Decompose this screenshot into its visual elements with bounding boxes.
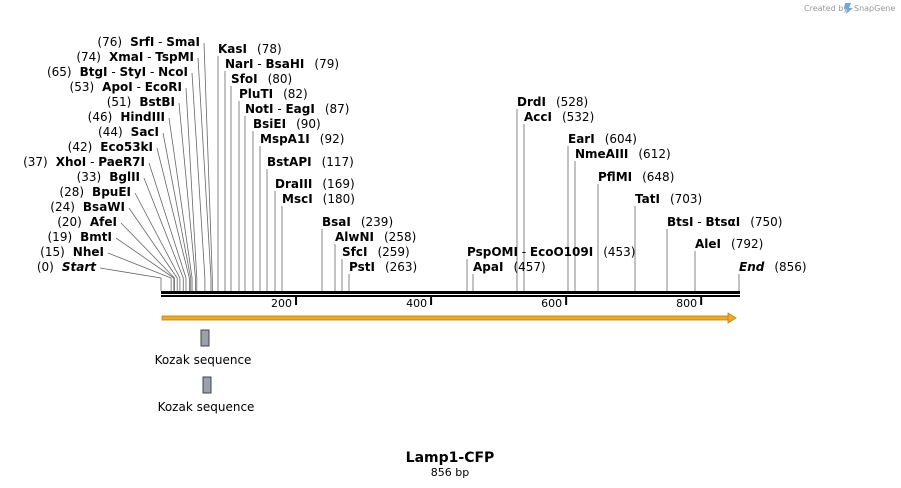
site-label[interactable]: DraIII (169) (275, 177, 355, 191)
ruler-tick-label: 400 (406, 297, 427, 310)
site-label[interactable]: BstAPI (117) (267, 155, 354, 169)
site-label[interactable]: ApaI (457) (473, 260, 546, 274)
site-label[interactable]: (74) XmaI - TspMI (76, 50, 194, 64)
site-label[interactable]: (37) XhoI - PaeR7I (23, 155, 145, 169)
site-label[interactable]: (46) HindIII (88, 110, 165, 124)
kozak-feature-label: Kozak sequence (155, 353, 252, 367)
features: Kozak sequence Kozak sequence (155, 329, 255, 414)
site-label-start[interactable]: (0) Start (37, 260, 97, 274)
site-leader-line (148, 162, 187, 291)
site-label-end[interactable]: End (856) (739, 260, 807, 274)
site-label[interactable]: BsiEI (90) (253, 117, 321, 131)
site-leader-line (107, 252, 172, 291)
map-length: 856 bp (431, 466, 469, 479)
restriction-site-labels: (76) SrfI - SmaI (74) XmaI - TspMI (65) Btg… (23, 35, 807, 274)
site-label[interactable]: (28) BpuEI (59, 185, 131, 199)
site-label[interactable]: (15) NheI (40, 245, 104, 259)
orf-arrow-body (161, 315, 731, 321)
site-label[interactable]: BtsI - BtsαI (750) (667, 215, 782, 229)
ruler-tick-label: 600 (541, 297, 562, 310)
site-label[interactable]: AleI (792) (695, 237, 763, 251)
site-leader-line (168, 117, 193, 291)
site-label[interactable]: PspOMI - EcoO109I (453) (467, 245, 635, 259)
site-label[interactable]: AccI (532) (524, 110, 594, 124)
site-label[interactable]: PluTI (82) (239, 87, 308, 101)
kozak-feature-box[interactable] (200, 329, 210, 347)
site-leader-line (143, 177, 184, 291)
site-leader-line (197, 57, 212, 291)
site-label[interactable]: (33) BglII (77, 170, 140, 184)
site-label[interactable]: (51) BstBI (107, 95, 175, 109)
ruler: 200 400 600 800 (271, 297, 703, 310)
site-label[interactable]: AlwNI (258) (335, 230, 416, 244)
orf-arrow[interactable] (161, 312, 737, 324)
site-label[interactable]: (76) SrfI - SmaI (97, 35, 200, 49)
orf-arrow-head (727, 312, 737, 324)
snapgene-logo-icon (844, 3, 853, 14)
site-label[interactable]: SfcI (259) (342, 245, 410, 259)
site-leader-lines (99, 42, 740, 291)
site-leader-line (156, 147, 190, 291)
site-label[interactable]: MscI (180) (282, 192, 355, 206)
site-label[interactable]: (53) ApoI - EcoRI (70, 80, 182, 94)
sequence-backbone-bottom (161, 295, 740, 297)
site-label[interactable]: NarI - BsaHI (79) (225, 57, 339, 71)
credit-prefix: Created by (804, 4, 848, 13)
site-label[interactable]: (20) AfeI (57, 215, 117, 229)
site-leader-line (185, 87, 198, 291)
site-leader-line (115, 237, 175, 291)
kozak-feature-label: Kozak sequence (158, 400, 255, 414)
sequence-backbone-top (161, 291, 740, 294)
site-label[interactable]: SfoI (80) (231, 72, 292, 86)
site-label[interactable]: (19) BmtI (48, 230, 113, 244)
credit-brand: SnapGene (854, 4, 895, 13)
site-label[interactable]: EarI (604) (568, 132, 637, 146)
kozak-feature-box[interactable] (202, 376, 212, 394)
site-label[interactable]: (65) BtgI - StyI - NcoI (47, 65, 188, 79)
site-label[interactable]: PstI (263) (349, 260, 417, 274)
site-label[interactable]: (42) Eco53kI (68, 140, 153, 154)
site-leader-line (203, 42, 213, 291)
ruler-tick-label: 200 (271, 297, 292, 310)
map-title: Lamp1-CFP (406, 450, 495, 466)
site-label[interactable]: TatI (703) (635, 192, 702, 206)
site-leader-line (178, 102, 196, 291)
site-label[interactable]: (24) BsaWI (50, 200, 125, 214)
site-label[interactable]: BsaI (239) (322, 215, 393, 229)
site-label[interactable]: MspA1I (92) (260, 132, 344, 146)
site-leader-line (128, 207, 178, 291)
site-label[interactable]: PflMI (648) (598, 170, 674, 184)
site-label[interactable]: NmeAIII (612) (575, 147, 671, 161)
site-label[interactable]: NotI - EagI (87) (245, 102, 349, 116)
site-leader-line (162, 132, 192, 291)
site-label[interactable]: KasI (78) (218, 42, 282, 56)
site-leader-line (191, 72, 206, 291)
site-label[interactable]: DrdI (528) (517, 95, 588, 109)
site-leader-line (99, 267, 162, 291)
site-leader-line (134, 192, 181, 291)
ruler-tick-label: 800 (676, 297, 697, 310)
site-leader-line (120, 222, 175, 291)
site-label[interactable]: (44) SacI (98, 125, 159, 139)
